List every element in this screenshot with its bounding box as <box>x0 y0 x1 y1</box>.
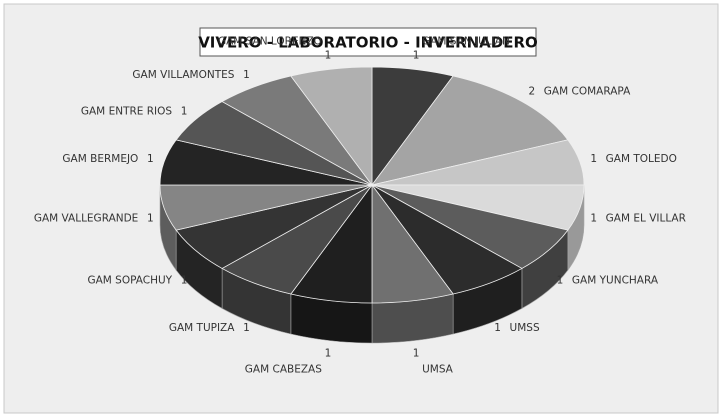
category-label: GAM EL VILLAR <box>606 213 686 225</box>
data-label: 1 <box>325 348 332 360</box>
category-label: UMSA <box>422 364 454 376</box>
category-label: GAM SAN LORENZO <box>218 36 322 48</box>
data-label: 1 <box>147 213 154 225</box>
category-label: GAM COMARAPA <box>544 86 631 98</box>
category-label: GAM BERMEJO <box>62 153 138 165</box>
data-label: 1 <box>590 153 597 165</box>
slice <box>371 75 569 186</box>
data-label: 1 <box>243 69 250 81</box>
data-label: 1 <box>147 153 154 165</box>
title-box <box>199 27 537 57</box>
category-label: GAM VILLAMONTES <box>132 69 234 81</box>
data-label: 1 <box>181 106 188 118</box>
category-label: GAM SOPACHUY <box>87 275 172 287</box>
category-label: GAM TUPIZA <box>169 322 235 334</box>
data-label: 2 <box>528 86 535 98</box>
data-label: 1 <box>325 50 332 62</box>
category-label: GAM CABEZAS <box>245 364 322 376</box>
data-label: 1 <box>590 213 597 225</box>
data-label: 1 <box>557 275 564 287</box>
data-label: 1 <box>181 275 188 287</box>
data-label: 1 <box>243 322 250 334</box>
category-label: GAM VALLEGRANDE <box>34 213 139 225</box>
category-label: GAM ENTRE RIOS <box>81 106 173 118</box>
data-label: 1 <box>413 348 420 360</box>
data-label: 1 <box>494 322 501 334</box>
category-label: GAM SAN JULIAN <box>422 36 510 48</box>
chart-title: VIVERO - LABORATORIO - INVERNADERO <box>198 34 538 52</box>
slice <box>290 66 373 187</box>
category-label: UMSS <box>510 322 540 334</box>
category-label: GAM TOLEDO <box>606 153 677 165</box>
data-label: 1 <box>413 50 420 62</box>
category-label: GAM YUNCHARA <box>572 275 659 287</box>
